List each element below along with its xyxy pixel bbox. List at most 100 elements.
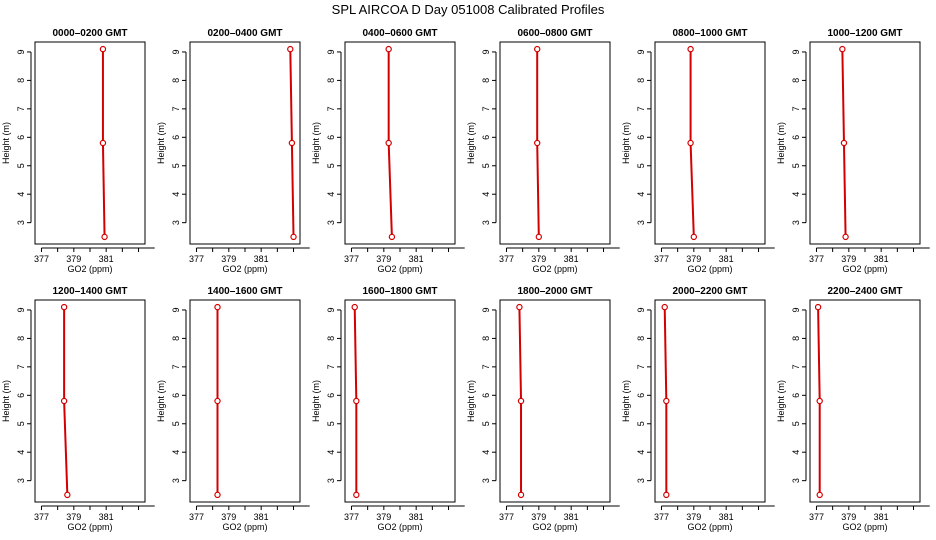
y-tick-label: 8 (171, 78, 181, 83)
x-axis-label: GO2 (ppm) (222, 264, 267, 274)
plot-frame (809, 299, 921, 503)
x-tick-label: 381 (564, 254, 579, 264)
y-tick-label: 3 (636, 220, 646, 225)
x-tick-label: 381 (409, 512, 424, 522)
y-axis-label: Height (m) (776, 380, 786, 422)
y-tick-label: 8 (481, 78, 491, 83)
x-tick-label: 379 (376, 512, 391, 522)
plot-frame (499, 41, 611, 245)
x-axis-label: GO2 (ppm) (532, 264, 577, 274)
y-tick-label: 8 (171, 336, 181, 341)
profile-point (64, 491, 71, 499)
y-tick-label: 7 (481, 106, 491, 111)
profile-point (288, 139, 296, 147)
y-tick-label: 6 (16, 135, 26, 140)
y-axis-label: Height (m) (621, 380, 631, 422)
y-tick-label: 4 (171, 192, 181, 197)
y-tick-label: 6 (791, 135, 801, 140)
x-tick-label: 381 (874, 512, 889, 522)
y-tick-label: 7 (791, 364, 801, 369)
profile-point (816, 491, 823, 499)
profile-point (99, 139, 107, 147)
profile-point (690, 233, 698, 241)
x-tick-label: 379 (686, 254, 701, 264)
y-axis-label: Height (m) (776, 122, 786, 164)
y-tick-label: 6 (791, 393, 801, 398)
y-tick-label: 8 (16, 336, 26, 341)
y-axis-label: Height (m) (311, 380, 321, 422)
y-tick-label: 8 (636, 336, 646, 341)
x-tick-label: 377 (344, 512, 359, 522)
x-tick-label: 379 (221, 254, 236, 264)
x-tick-label: 377 (654, 512, 669, 522)
profile-point (663, 491, 670, 499)
y-tick-label: 3 (326, 220, 336, 225)
y-axis-label: Height (m) (311, 122, 321, 164)
y-tick-label: 3 (171, 220, 181, 225)
profile-point (839, 45, 846, 53)
x-tick-label: 377 (189, 512, 204, 522)
x-tick-label: 379 (221, 512, 236, 522)
y-tick-label: 9 (481, 49, 491, 54)
panel-title: 1000–1200 GMT (827, 28, 902, 39)
y-tick-label: 4 (171, 450, 181, 455)
x-tick-label: 377 (809, 254, 824, 264)
profile-point (214, 303, 221, 311)
x-tick-label: 381 (99, 512, 114, 522)
x-axis-label: GO2 (ppm) (842, 522, 887, 532)
profile-point (353, 491, 360, 499)
profile-point (535, 233, 543, 241)
y-tick-label: 5 (481, 163, 491, 168)
y-tick-label: 4 (326, 192, 336, 197)
y-tick-label: 6 (481, 135, 491, 140)
y-tick-label: 9 (171, 307, 181, 312)
y-tick-label: 9 (16, 49, 26, 54)
y-tick-label: 6 (481, 393, 491, 398)
profile-point (840, 139, 848, 147)
x-tick-label: 379 (841, 512, 856, 522)
x-axis-label: GO2 (ppm) (377, 264, 422, 274)
y-axis-label: Height (m) (466, 122, 476, 164)
y-tick-label: 3 (16, 220, 26, 225)
y-tick-label: 9 (326, 49, 336, 54)
y-tick-label: 3 (326, 478, 336, 483)
y-tick-label: 7 (636, 364, 646, 369)
y-axis-label: Height (m) (621, 122, 631, 164)
y-tick-label: 9 (326, 307, 336, 312)
y-tick-label: 4 (481, 192, 491, 197)
y-tick-label: 7 (171, 364, 181, 369)
y-tick-label: 9 (481, 307, 491, 312)
y-tick-label: 6 (636, 393, 646, 398)
y-tick-label: 9 (171, 49, 181, 54)
plot-frame (809, 41, 921, 245)
y-tick-label: 4 (636, 450, 646, 455)
profile-point (385, 139, 392, 147)
panel-title: 0200–0400 GMT (207, 28, 282, 39)
y-axis-label: Height (m) (1, 122, 11, 164)
y-tick-label: 3 (791, 220, 801, 225)
x-tick-label: 381 (719, 512, 734, 522)
y-tick-label: 6 (326, 135, 336, 140)
x-axis-label: GO2 (ppm) (532, 522, 577, 532)
y-tick-label: 6 (16, 393, 26, 398)
plot-frame (189, 299, 301, 503)
x-axis-label: GO2 (ppm) (687, 264, 732, 274)
profile-point (60, 397, 68, 405)
y-tick-label: 7 (636, 106, 646, 111)
profile-point (214, 397, 221, 405)
y-tick-label: 4 (791, 450, 801, 455)
panel-title: 2200–2400 GMT (827, 286, 902, 297)
y-tick-label: 8 (791, 78, 801, 83)
profile-point (534, 139, 541, 147)
panel-title: 0600–0800 GMT (517, 28, 592, 39)
y-tick-label: 9 (636, 307, 646, 312)
